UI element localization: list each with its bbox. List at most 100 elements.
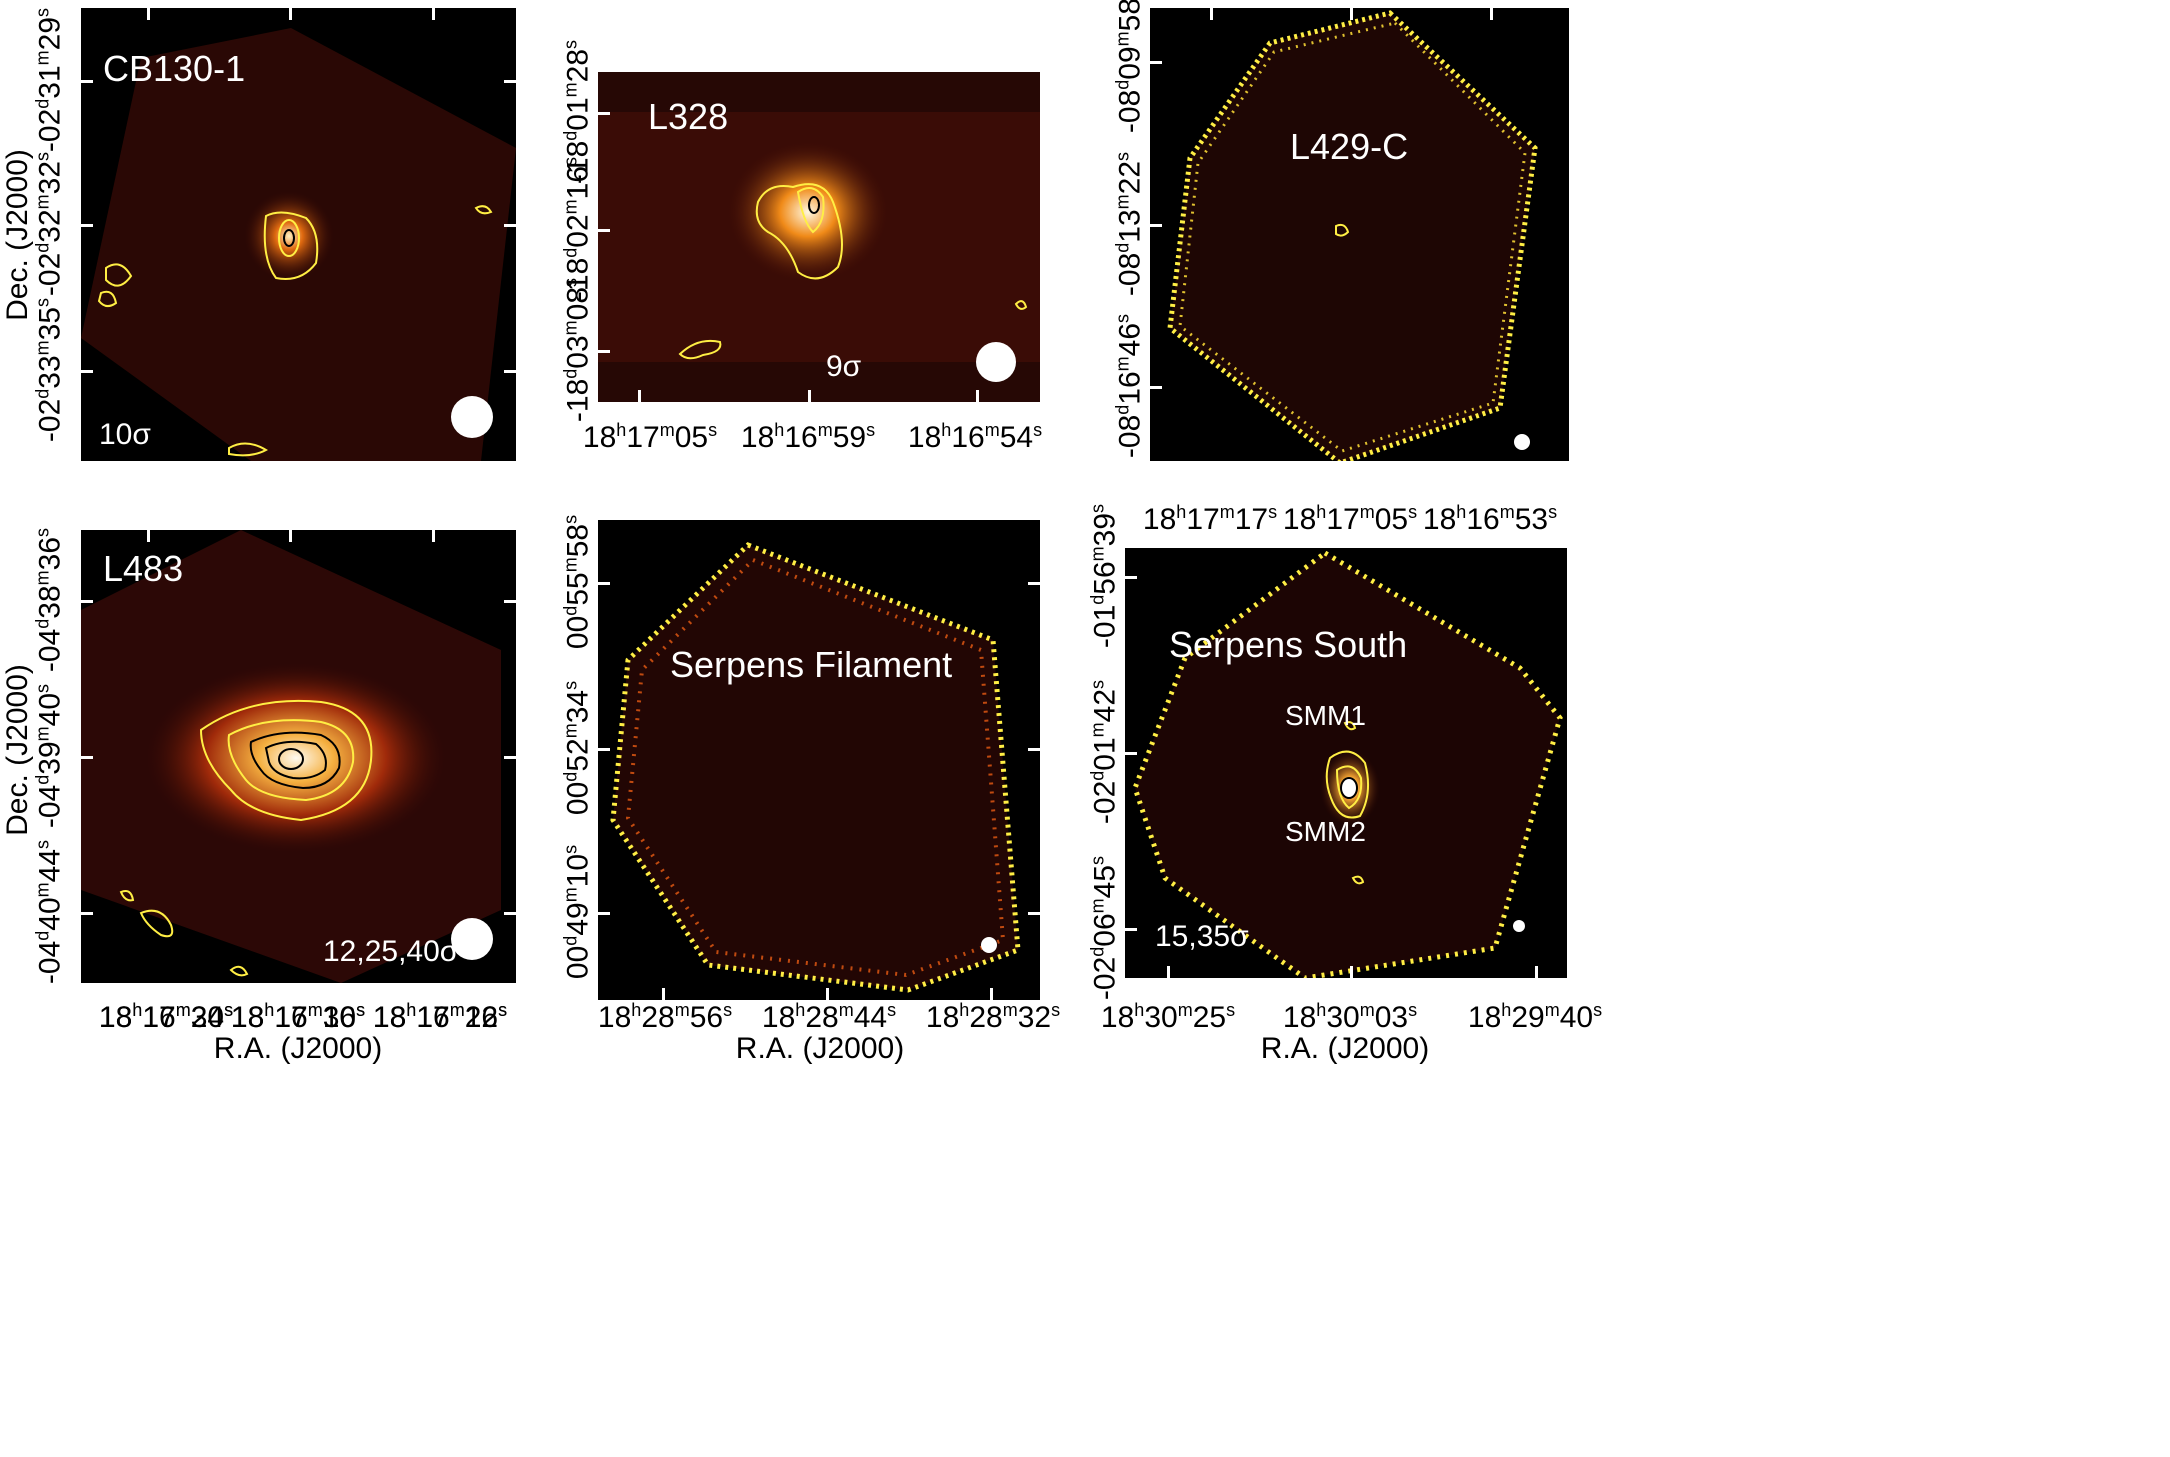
panel-cb130: CB130-1 10σ bbox=[81, 8, 516, 461]
dec-axis-title: Dec. (J2000) bbox=[1, 664, 34, 836]
tick bbox=[1535, 966, 1538, 978]
tick bbox=[81, 912, 93, 915]
tick bbox=[598, 229, 610, 232]
dec-tick-label: -18d03m08s bbox=[560, 277, 595, 423]
map-cb130 bbox=[81, 28, 516, 461]
map-l483 bbox=[81, 530, 501, 983]
tick bbox=[1210, 8, 1213, 20]
beam-ellipse bbox=[981, 937, 997, 953]
source-label-smm1: SMM1 bbox=[1285, 700, 1366, 731]
tick bbox=[432, 530, 435, 542]
dec-tick-label: 00d52m34s bbox=[560, 680, 595, 816]
ra-tick-label: 18h28m32s bbox=[925, 1000, 1061, 1034]
panel-label: Serpens Filament bbox=[670, 644, 953, 685]
ra-tick-label: 18h17m26s bbox=[372, 1000, 508, 1034]
ra-tick-label: 18h16m53s bbox=[1422, 502, 1558, 536]
tick bbox=[662, 988, 665, 1000]
panel-l429: L429-C bbox=[1150, 8, 1569, 461]
dec-tick-label: -01d56m39s bbox=[1087, 503, 1122, 649]
panel-l328: L328 9σ bbox=[598, 72, 1040, 402]
panel-serpens-south: Serpens South SMM1 SMM2 15,35σ bbox=[1125, 548, 1567, 978]
tick bbox=[289, 8, 292, 20]
tick bbox=[504, 912, 516, 915]
tick bbox=[598, 582, 610, 585]
tick bbox=[1167, 966, 1170, 978]
map-l429 bbox=[1167, 10, 1538, 461]
dec-tick-label: -02d33m35s bbox=[32, 297, 67, 443]
contour-level-label: 9σ bbox=[826, 350, 862, 383]
tick bbox=[638, 390, 641, 402]
ra-tick-label: 18h28m56s bbox=[597, 1000, 733, 1034]
tick bbox=[598, 112, 610, 115]
tick bbox=[976, 390, 979, 402]
dec-tick-label: -08d09m58s bbox=[1112, 0, 1147, 134]
beam-ellipse bbox=[451, 396, 493, 438]
map-l328 bbox=[598, 72, 1040, 402]
ra-tick-label: 18h17m17s bbox=[1142, 502, 1278, 536]
dec-tick-label: -04d39m40s bbox=[32, 683, 67, 829]
tick bbox=[81, 756, 93, 759]
ra-tick-label: 18h17m30s bbox=[230, 1000, 366, 1034]
dec-tick-label: 00d49m10s bbox=[560, 844, 595, 980]
dec-tick-label: -02d06m45s bbox=[1087, 855, 1122, 1001]
tick bbox=[1028, 748, 1040, 751]
tick bbox=[432, 8, 435, 20]
tick bbox=[1150, 386, 1162, 389]
map-serpens-filament bbox=[610, 542, 1021, 993]
tick bbox=[1350, 8, 1353, 20]
dec-tick-label: -04d38m36s bbox=[32, 527, 67, 673]
ra-tick-label: 18h16m59s bbox=[740, 420, 876, 454]
ra-axis-title: R.A. (J2000) bbox=[213, 1032, 383, 1065]
tick bbox=[598, 350, 610, 353]
tick bbox=[1125, 576, 1137, 579]
tick bbox=[1150, 224, 1162, 227]
tick bbox=[504, 756, 516, 759]
dec-tick-label: -08d16m46s bbox=[1112, 313, 1147, 459]
dec-tick-label: -02d32m32s bbox=[32, 151, 67, 297]
ra-tick-label: 18h16m54s bbox=[907, 420, 1043, 454]
tick bbox=[81, 370, 93, 373]
panel-label: L483 bbox=[103, 548, 184, 589]
ra-axis-title: R.A. (J2000) bbox=[735, 1032, 905, 1065]
tick bbox=[81, 600, 93, 603]
tick bbox=[1350, 966, 1353, 978]
source-label-smm2: SMM2 bbox=[1285, 816, 1366, 847]
contour-level-label: 12,25,40σ bbox=[323, 935, 459, 968]
tick bbox=[504, 370, 516, 373]
tick bbox=[147, 8, 150, 20]
panel-label: CB130-1 bbox=[103, 48, 246, 89]
ra-axis-title: R.A. (J2000) bbox=[1260, 1032, 1430, 1065]
ra-tick-label: 18h16m20s bbox=[98, 1000, 234, 1034]
tick bbox=[1150, 61, 1162, 64]
panel-serpens-filament: Serpens Filament bbox=[598, 520, 1040, 1000]
dec-tick-label: 00d55m58s bbox=[560, 514, 595, 650]
tick bbox=[81, 80, 93, 83]
tick bbox=[1028, 912, 1040, 915]
tick bbox=[990, 988, 993, 1000]
dec-tick-label: -04d40m44s bbox=[32, 839, 67, 985]
ra-tick-label: 18h17m34s bbox=[98, 1000, 234, 1034]
dec-tick-label: -02d01m42s bbox=[1087, 679, 1122, 825]
ra-tick-label: 18h17m05s bbox=[1282, 502, 1418, 536]
tick bbox=[1028, 582, 1040, 585]
tick bbox=[598, 912, 610, 915]
tick bbox=[826, 988, 829, 1000]
beam-ellipse bbox=[451, 918, 493, 960]
ra-tick-label: 18h17m05s bbox=[582, 420, 718, 454]
ra-tick-label: 18h16m16s bbox=[230, 1000, 366, 1034]
tick bbox=[1490, 8, 1493, 20]
contour-level-label: 10σ bbox=[99, 418, 151, 451]
dec-tick-label: -08d13m22s bbox=[1112, 151, 1147, 297]
ra-tick-label: 18h29m40s bbox=[1467, 1000, 1603, 1034]
dec-axis-title: Dec. (J2000) bbox=[1, 149, 34, 321]
contour-level-label: 15,35σ bbox=[1155, 920, 1249, 953]
beam-ellipse bbox=[1514, 434, 1530, 450]
tick bbox=[504, 80, 516, 83]
tick bbox=[504, 600, 516, 603]
tick bbox=[1125, 928, 1137, 931]
tick bbox=[147, 530, 150, 542]
ra-tick-label: 18h16m12s bbox=[372, 1000, 508, 1034]
beam-ellipse bbox=[1513, 920, 1525, 932]
dec-tick-label: -02d31m29s bbox=[32, 7, 67, 153]
panel-label: L429-C bbox=[1290, 126, 1409, 167]
